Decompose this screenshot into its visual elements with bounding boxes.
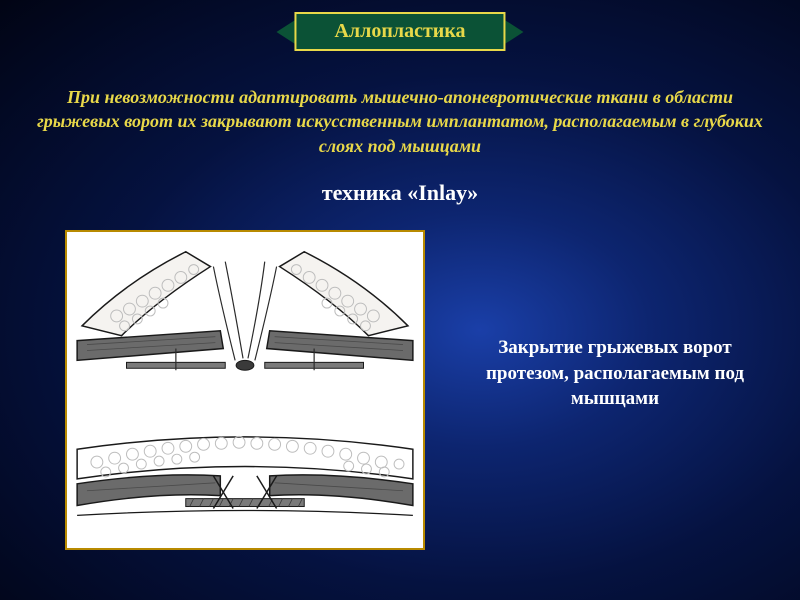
technique-label: техника «Inlay» <box>0 180 800 206</box>
diagram-caption: Закрытие грыжевых ворот протезом, распол… <box>460 335 770 412</box>
slide-title: Аллопластика <box>334 20 465 42</box>
bottom-panel <box>77 436 413 515</box>
title-bar: Аллопластика <box>276 12 523 51</box>
title-box: Аллопластика <box>294 12 505 51</box>
top-panel <box>77 252 413 371</box>
inlay-technique-diagram <box>67 232 423 548</box>
description-text: При невозможности адаптировать мышечно-а… <box>30 85 770 158</box>
diagram-frame <box>65 230 425 550</box>
